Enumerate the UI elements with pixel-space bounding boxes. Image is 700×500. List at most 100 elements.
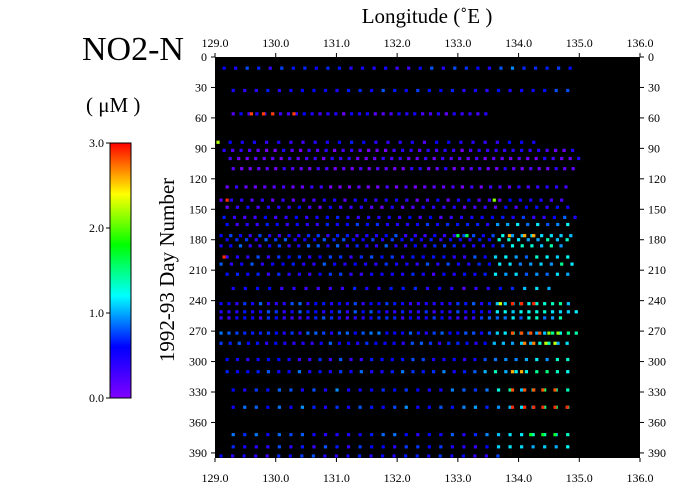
data-point: [450, 286, 454, 291]
data-point: [526, 185, 530, 189]
data-point: [277, 445, 281, 449]
data-point: [299, 148, 303, 152]
data-point: [322, 331, 326, 335]
data-point: [238, 234, 243, 238]
data-point: [364, 156, 368, 161]
data-point: [231, 454, 235, 458]
data-point: [456, 310, 460, 314]
data-point: [529, 198, 533, 202]
data-point: [425, 198, 430, 202]
data-point: [329, 316, 334, 320]
data-point: [229, 244, 233, 248]
data-point: [306, 316, 310, 320]
data-point: [381, 433, 385, 437]
data-point: [358, 388, 362, 392]
data-point: [219, 302, 223, 306]
data-point: [481, 244, 485, 248]
data-point: [222, 215, 226, 219]
data-point: [462, 388, 466, 392]
data-point: [277, 205, 281, 209]
data-point: [240, 198, 244, 202]
data-point: [393, 310, 397, 314]
data-point: [470, 215, 474, 219]
data-point: [485, 445, 489, 449]
data-point: [385, 316, 389, 320]
data-point: [265, 341, 269, 345]
data-point: [258, 234, 262, 238]
data-point: [577, 156, 581, 161]
data-point: [467, 198, 471, 202]
data-point: [289, 433, 293, 437]
data-point: [523, 388, 527, 392]
data-point: [401, 331, 405, 335]
data-point: [356, 341, 360, 345]
data-point: [301, 140, 305, 144]
data-point: [507, 238, 511, 242]
data-point: [389, 112, 393, 116]
data-point: [477, 148, 481, 152]
data-point: [416, 405, 420, 409]
data-point: [426, 148, 430, 152]
data-point: [314, 331, 318, 335]
data-point: [244, 185, 248, 189]
data-point: [271, 112, 275, 116]
data-point: [507, 234, 512, 238]
x-tick-label-bottom: 135.0: [566, 471, 593, 485]
data-point: [349, 255, 353, 259]
y-tick-label-left: 180: [189, 233, 207, 247]
data-point: [275, 222, 279, 227]
data-point: [390, 238, 394, 242]
data-point: [401, 357, 405, 362]
data-point: [277, 255, 281, 259]
data-point: [264, 238, 268, 242]
data-point: [254, 88, 258, 93]
data-point: [405, 262, 409, 266]
data-point: [300, 445, 305, 449]
data-point: [304, 286, 308, 291]
data-point: [297, 370, 301, 374]
data-point: [421, 357, 425, 362]
data-point: [369, 331, 373, 335]
data-point: [566, 433, 570, 437]
data-point: [254, 405, 258, 409]
data-point: [418, 148, 422, 152]
data-point: [511, 215, 515, 219]
data-point: [566, 388, 570, 392]
data-point: [526, 222, 530, 227]
data-point: [467, 262, 471, 266]
data-point: [558, 310, 563, 314]
data-point: [231, 167, 235, 171]
data-point: [328, 370, 332, 374]
data-point: [374, 198, 378, 202]
data-point: [508, 262, 512, 266]
data-point: [353, 302, 357, 306]
data-point: [526, 238, 530, 242]
data-point: [498, 286, 502, 291]
data-point: [305, 156, 309, 161]
data-point: [277, 244, 281, 248]
data-point: [563, 215, 567, 219]
data-point: [532, 215, 536, 219]
data-point: [384, 148, 388, 152]
data-point: [469, 148, 473, 152]
data-point: [559, 234, 563, 238]
data-point: [287, 244, 291, 248]
x-tick-label-bottom: 134.0: [505, 471, 532, 485]
data-point: [363, 198, 368, 202]
data-point: [246, 341, 250, 345]
data-point: [335, 88, 339, 93]
data-point: [365, 244, 369, 248]
data-point: [526, 156, 530, 161]
data-point: [543, 316, 547, 320]
data-point: [490, 215, 495, 219]
data-point: [227, 310, 231, 314]
data-point: [289, 405, 293, 409]
data-point: [452, 370, 456, 374]
data-point: [440, 316, 444, 320]
data-point: [510, 370, 515, 374]
data-point: [279, 156, 283, 161]
data-point: [569, 234, 573, 238]
data-point: [486, 286, 490, 291]
data-point: [511, 310, 515, 314]
data-point: [440, 302, 444, 306]
